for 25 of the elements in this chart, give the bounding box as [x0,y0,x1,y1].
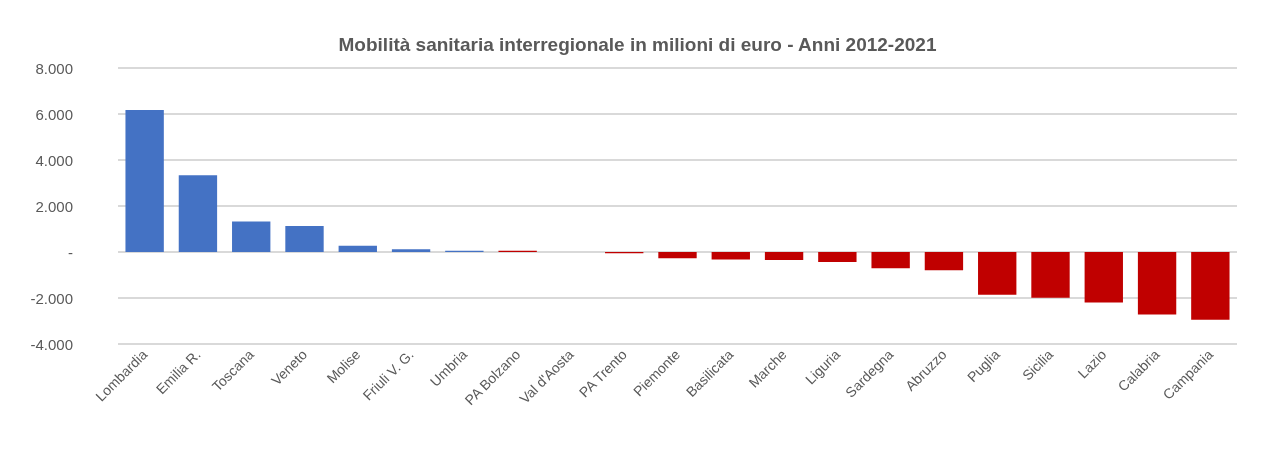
bar [285,226,324,252]
y-tick-label: -2.000 [30,289,73,307]
bar [338,245,377,252]
bar [764,252,804,261]
bar [1031,252,1070,298]
y-tick-label: -4.000 [30,335,73,353]
y-tick-label: 6.000 [35,105,73,123]
bar [924,252,964,271]
bar [818,252,857,263]
bar [125,110,164,252]
bar [658,252,697,259]
y-tick-label: - [68,243,73,261]
y-tick-label: 8.000 [35,59,73,77]
y-tick-label: 4.000 [35,151,73,169]
bar [1084,252,1123,303]
y-tick-label: 2.000 [35,197,73,215]
bar [711,252,750,260]
chart-title: Mobilità sanitaria interregionale in milioni di euro - Anni 2012-2021 [338,34,937,55]
bar [978,252,1017,295]
bar [1137,252,1177,315]
bar [391,249,431,252]
bar [232,221,271,252]
bar [1191,252,1230,320]
bar [871,252,910,269]
bar [178,175,218,252]
